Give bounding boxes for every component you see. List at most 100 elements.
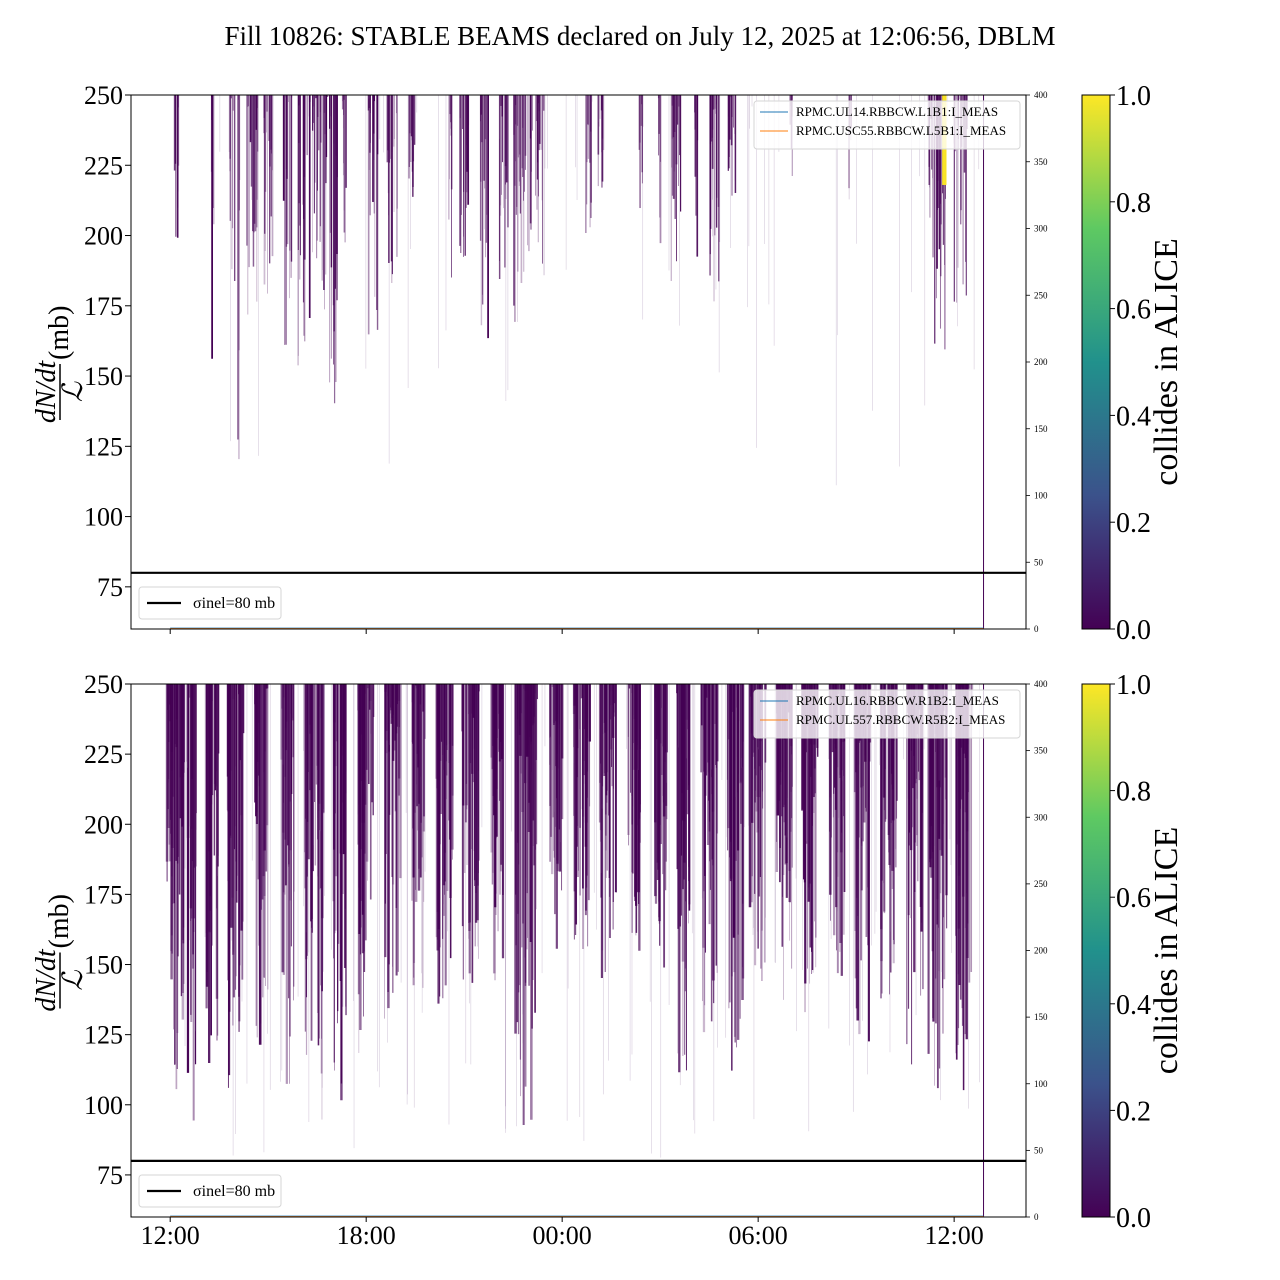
colorbar-tick-label: 1.0 [1116,670,1151,701]
data-burst-6 [263,95,274,294]
y-tick-label: 200 [84,222,123,251]
colorbar-label: collides in ALICE [1148,827,1185,1074]
y-axis-right: 0 50 100 150 200 250 300 350 400 [1026,90,1048,634]
data-burst-31 [927,684,949,1089]
data-burst-9 [312,95,323,259]
colorbar-tick-label: 0.8 [1116,777,1151,808]
y-tick-label: 175 [84,880,123,909]
x-axis [169,629,955,634]
data-burst-25 [670,95,682,282]
y-label-unit: (mb) [44,894,75,948]
y-label-denominator: ℒ [58,970,89,991]
data-burst-2 [210,95,215,359]
y2-tick-label: 150 [1034,1012,1048,1022]
plot-area-1 [173,95,980,486]
y2-tick-label: 250 [1034,879,1048,889]
legend-entry: RPMC.UL14.RBBCW.L1B1:I_MEAS [796,104,998,119]
legend-entry: σinel=80 mb [193,595,275,612]
colorbar-tick-label: 0.6 [1116,883,1151,914]
legend-reference: σinel=80 mb [138,586,282,620]
data-burst-30 [906,684,924,1065]
colorbar-tick-label: 0.2 [1116,1096,1151,1127]
data-burst-17 [479,95,489,339]
y-axis-left: 75 100 125 150 175 200 225 250 [84,670,131,1190]
colorbar-tick-label: 1.0 [1116,81,1151,112]
legend-box [753,689,1021,739]
data-burst-18 [598,684,617,979]
colorbar-tick-label: 0.4 [1116,990,1151,1021]
legend-currents: RPMC.UL14.RBBCW.L1B1:I_MEAS RPMC.USC55.RB… [753,100,1021,150]
y-tick-label: 200 [84,810,123,839]
data-burst-26 [694,95,699,257]
y2-tick-label: 200 [1034,946,1048,956]
data-burst-3 [205,684,220,1063]
data-burst-16 [549,684,564,949]
data-burst-7 [282,95,293,345]
data-burst-15 [448,95,453,278]
colorbar-gradient [1081,683,1111,1218]
data-burst-5 [246,95,259,315]
y-tick-label: 150 [84,362,123,391]
y-tick-label: 225 [84,740,123,769]
y-axis-right: 0 50 100 150 200 250 300 350 400 [1026,679,1048,1222]
legend-currents: RPMC.UL16.RBBCW.R1B2:I_MEAS RPMC.UL557.RB… [753,689,1021,739]
data-burst-20 [535,95,545,276]
data-burst-22 [597,95,605,188]
y-label-unit: (mb) [44,306,75,360]
colorbar-gradient [1081,94,1111,630]
y2-tick-label: 350 [1034,157,1048,167]
data-burst-32 [955,684,974,1091]
data-sparse-spikes [219,95,980,486]
data-burst-23 [726,684,745,1071]
data-burst-19 [627,684,641,951]
data-burst-23 [638,95,644,209]
data-burst-18 [498,95,509,280]
data-burst-11 [341,95,347,243]
y-axis-label: dN/dtℒ (mb) [31,894,89,1012]
y-tick-label: 150 [84,951,123,980]
y-axis-left: 75 100 125 150 175 200 225 250 [84,81,131,602]
y2-tick-label: 300 [1034,224,1048,234]
plot-area-2 [165,684,980,1158]
legend-box [753,100,1021,150]
data-burst-13 [386,95,398,283]
data-burst-8 [332,684,347,1101]
colorbar-tick-label: 0.0 [1116,1203,1151,1234]
x-tick-label: 18:00 [337,1221,396,1250]
y-tick-label: 125 [84,1021,123,1050]
data-burst-4 [226,684,245,1088]
legend-entry: RPMC.USC55.RBBCW.L5B1:I_MEAS [796,123,1006,138]
data-burst-14 [408,95,416,197]
legend-box [138,1174,282,1208]
data-burst-5 [254,684,269,1045]
data-burst-28 [727,95,737,196]
y2-tick-label: 50 [1034,557,1044,567]
legend-entry: σinel=80 mb [193,1183,275,1200]
y2-tick-label: 300 [1034,812,1048,822]
colorbar-label: collides in ALICE [1148,238,1185,485]
y-tick-label: 100 [84,1091,123,1120]
y2-tick-label: 400 [1034,679,1048,689]
data-burst-14 [490,684,505,981]
y2-tick-label: 50 [1034,1145,1044,1155]
data-burst-8 [297,95,311,366]
y2-tick-label: 100 [1034,491,1048,501]
data-burst-10 [321,95,338,404]
legend-reference: σinel=80 mb [138,1174,282,1208]
chart-panel-2: 75 100 125 150 175 200 225 250 0 50 100 150 200 250 30… [31,670,1185,1250]
data-burst-6 [280,684,295,1084]
x-tick-label: 12:00 [925,1221,984,1250]
y2-tick-label: 0 [1034,624,1039,634]
data-burst-7 [303,684,325,1120]
data-burst-4 [237,95,241,460]
data-burst-21 [676,684,691,1073]
y-tick-label: 100 [84,503,123,532]
y-tick-label: 175 [84,292,123,321]
data-burst-20 [653,684,668,968]
y2-tick-label: 0 [1034,1212,1039,1222]
colorbar-tick-label: 0.4 [1116,401,1151,432]
y2-tick-label: 250 [1034,290,1048,300]
legend-entry: RPMC.UL557.RBBCW.R5B2:I_MEAS [796,712,1005,727]
y-label-denominator: ℒ [58,381,89,402]
